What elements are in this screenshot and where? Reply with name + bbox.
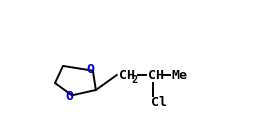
Text: Me: Me (172, 69, 188, 81)
Text: Cl: Cl (151, 96, 167, 109)
Text: CH: CH (148, 69, 164, 81)
Text: O: O (65, 90, 73, 103)
Text: CH: CH (119, 69, 135, 81)
Text: 2: 2 (131, 75, 137, 85)
Text: O: O (86, 63, 94, 76)
